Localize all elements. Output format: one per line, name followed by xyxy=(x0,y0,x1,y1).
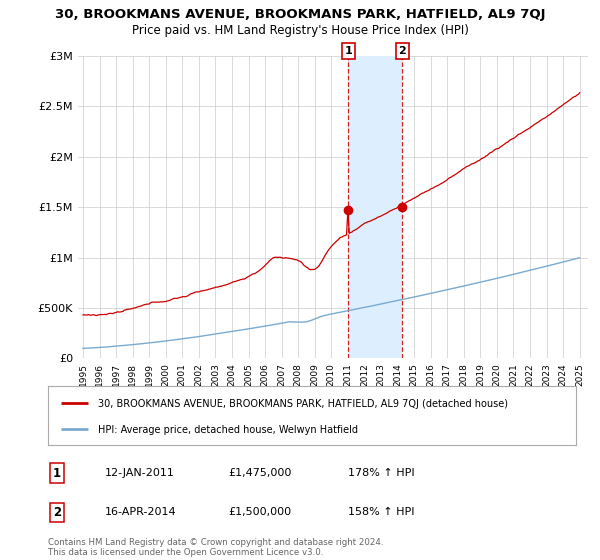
Text: 2: 2 xyxy=(398,46,406,56)
Text: Price paid vs. HM Land Registry's House Price Index (HPI): Price paid vs. HM Land Registry's House … xyxy=(131,24,469,36)
Text: 158% ↑ HPI: 158% ↑ HPI xyxy=(348,507,415,517)
Text: HPI: Average price, detached house, Welwyn Hatfield: HPI: Average price, detached house, Welw… xyxy=(98,425,358,435)
Text: 30, BROOKMANS AVENUE, BROOKMANS PARK, HATFIELD, AL9 7QJ: 30, BROOKMANS AVENUE, BROOKMANS PARK, HA… xyxy=(55,8,545,21)
Text: 16-APR-2014: 16-APR-2014 xyxy=(105,507,176,517)
Text: Contains HM Land Registry data © Crown copyright and database right 2024.
This d: Contains HM Land Registry data © Crown c… xyxy=(48,538,383,557)
Text: 2: 2 xyxy=(53,506,61,519)
Text: 30, BROOKMANS AVENUE, BROOKMANS PARK, HATFIELD, AL9 7QJ (detached house): 30, BROOKMANS AVENUE, BROOKMANS PARK, HA… xyxy=(98,399,508,409)
Bar xyxy=(349,56,403,358)
Text: 12-JAN-2011: 12-JAN-2011 xyxy=(105,468,175,478)
Text: £1,500,000: £1,500,000 xyxy=(228,507,291,517)
Text: 178% ↑ HPI: 178% ↑ HPI xyxy=(348,468,415,478)
Text: 1: 1 xyxy=(53,466,61,480)
Text: 1: 1 xyxy=(344,46,352,56)
Text: £1,475,000: £1,475,000 xyxy=(228,468,292,478)
